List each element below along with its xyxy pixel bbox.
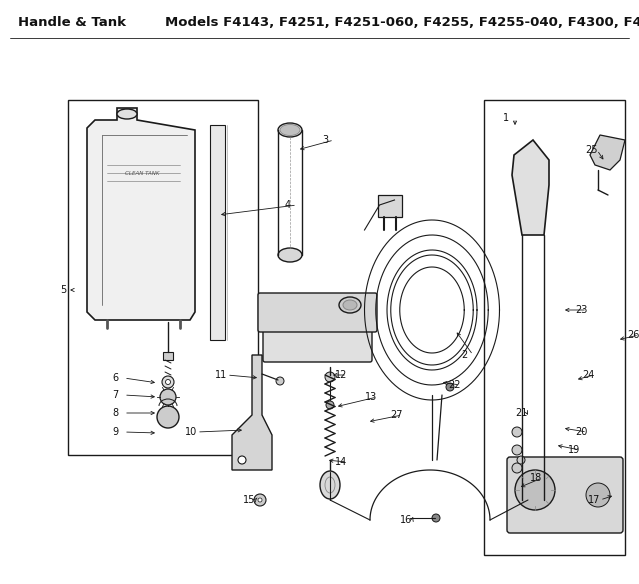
Text: 27: 27 bbox=[390, 410, 403, 420]
Circle shape bbox=[432, 514, 440, 522]
Bar bbox=[378, 195, 402, 217]
Bar bbox=[210, 125, 225, 340]
Text: 13: 13 bbox=[365, 392, 377, 402]
Text: 1: 1 bbox=[503, 113, 509, 123]
Circle shape bbox=[157, 406, 179, 428]
Polygon shape bbox=[512, 140, 549, 235]
Text: Models F4143, F4251, F4251-060, F4255, F4255-040, F4300, F4323: Models F4143, F4251, F4251-060, F4255, F… bbox=[165, 16, 639, 29]
Ellipse shape bbox=[320, 471, 340, 499]
Text: 10: 10 bbox=[185, 427, 197, 437]
Text: CLEAN TANK: CLEAN TANK bbox=[125, 171, 159, 176]
Text: 8: 8 bbox=[112, 408, 118, 418]
Text: 17: 17 bbox=[588, 495, 601, 505]
Text: 15: 15 bbox=[243, 495, 256, 505]
Ellipse shape bbox=[280, 124, 300, 135]
Text: 12: 12 bbox=[335, 370, 348, 380]
Circle shape bbox=[326, 401, 334, 409]
Bar bbox=[484, 100, 625, 555]
Circle shape bbox=[512, 445, 522, 455]
Ellipse shape bbox=[278, 123, 302, 137]
Circle shape bbox=[276, 377, 284, 385]
Text: 23: 23 bbox=[575, 305, 587, 315]
Text: 14: 14 bbox=[335, 457, 347, 467]
Text: 25: 25 bbox=[585, 145, 597, 155]
FancyBboxPatch shape bbox=[263, 323, 372, 362]
Text: 4: 4 bbox=[285, 200, 291, 210]
Circle shape bbox=[512, 463, 522, 473]
Circle shape bbox=[160, 389, 176, 405]
Bar bbox=[68, 100, 258, 455]
Text: 26: 26 bbox=[627, 330, 639, 340]
Circle shape bbox=[512, 427, 522, 437]
Circle shape bbox=[258, 498, 262, 502]
Polygon shape bbox=[590, 135, 625, 170]
Polygon shape bbox=[232, 355, 272, 470]
Circle shape bbox=[586, 483, 610, 507]
Text: 7: 7 bbox=[112, 390, 118, 400]
Circle shape bbox=[515, 470, 555, 510]
Circle shape bbox=[517, 456, 525, 464]
Text: 19: 19 bbox=[568, 445, 580, 455]
Text: 5: 5 bbox=[60, 285, 66, 295]
Text: Handle & Tank: Handle & Tank bbox=[18, 16, 126, 29]
Circle shape bbox=[254, 494, 266, 506]
Text: 9: 9 bbox=[112, 427, 118, 437]
Circle shape bbox=[162, 376, 174, 388]
Bar bbox=[163, 352, 173, 360]
Circle shape bbox=[446, 383, 454, 391]
Text: 3: 3 bbox=[322, 135, 328, 145]
Text: 24: 24 bbox=[582, 370, 594, 380]
Ellipse shape bbox=[339, 297, 361, 313]
Ellipse shape bbox=[117, 109, 137, 119]
Text: 6: 6 bbox=[112, 373, 118, 383]
Ellipse shape bbox=[278, 248, 302, 262]
Circle shape bbox=[166, 380, 171, 384]
Text: 21: 21 bbox=[515, 408, 527, 418]
Circle shape bbox=[325, 372, 335, 382]
Circle shape bbox=[238, 456, 246, 464]
Text: 11: 11 bbox=[215, 370, 227, 380]
Polygon shape bbox=[87, 108, 195, 320]
Text: 2: 2 bbox=[461, 350, 467, 360]
FancyBboxPatch shape bbox=[258, 293, 377, 332]
Text: 16: 16 bbox=[400, 515, 412, 525]
FancyBboxPatch shape bbox=[507, 457, 623, 533]
Text: 22: 22 bbox=[448, 380, 461, 390]
Text: 18: 18 bbox=[530, 473, 543, 483]
Text: 20: 20 bbox=[575, 427, 587, 437]
Ellipse shape bbox=[343, 300, 357, 310]
